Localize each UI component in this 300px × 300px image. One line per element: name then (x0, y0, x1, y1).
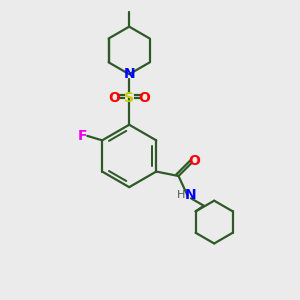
Text: O: O (139, 91, 151, 105)
Text: O: O (188, 154, 200, 168)
Text: F: F (78, 129, 88, 143)
Text: S: S (124, 91, 134, 105)
Text: O: O (108, 91, 120, 105)
Text: H: H (177, 190, 185, 200)
Text: N: N (123, 67, 135, 81)
Text: N: N (185, 188, 197, 202)
